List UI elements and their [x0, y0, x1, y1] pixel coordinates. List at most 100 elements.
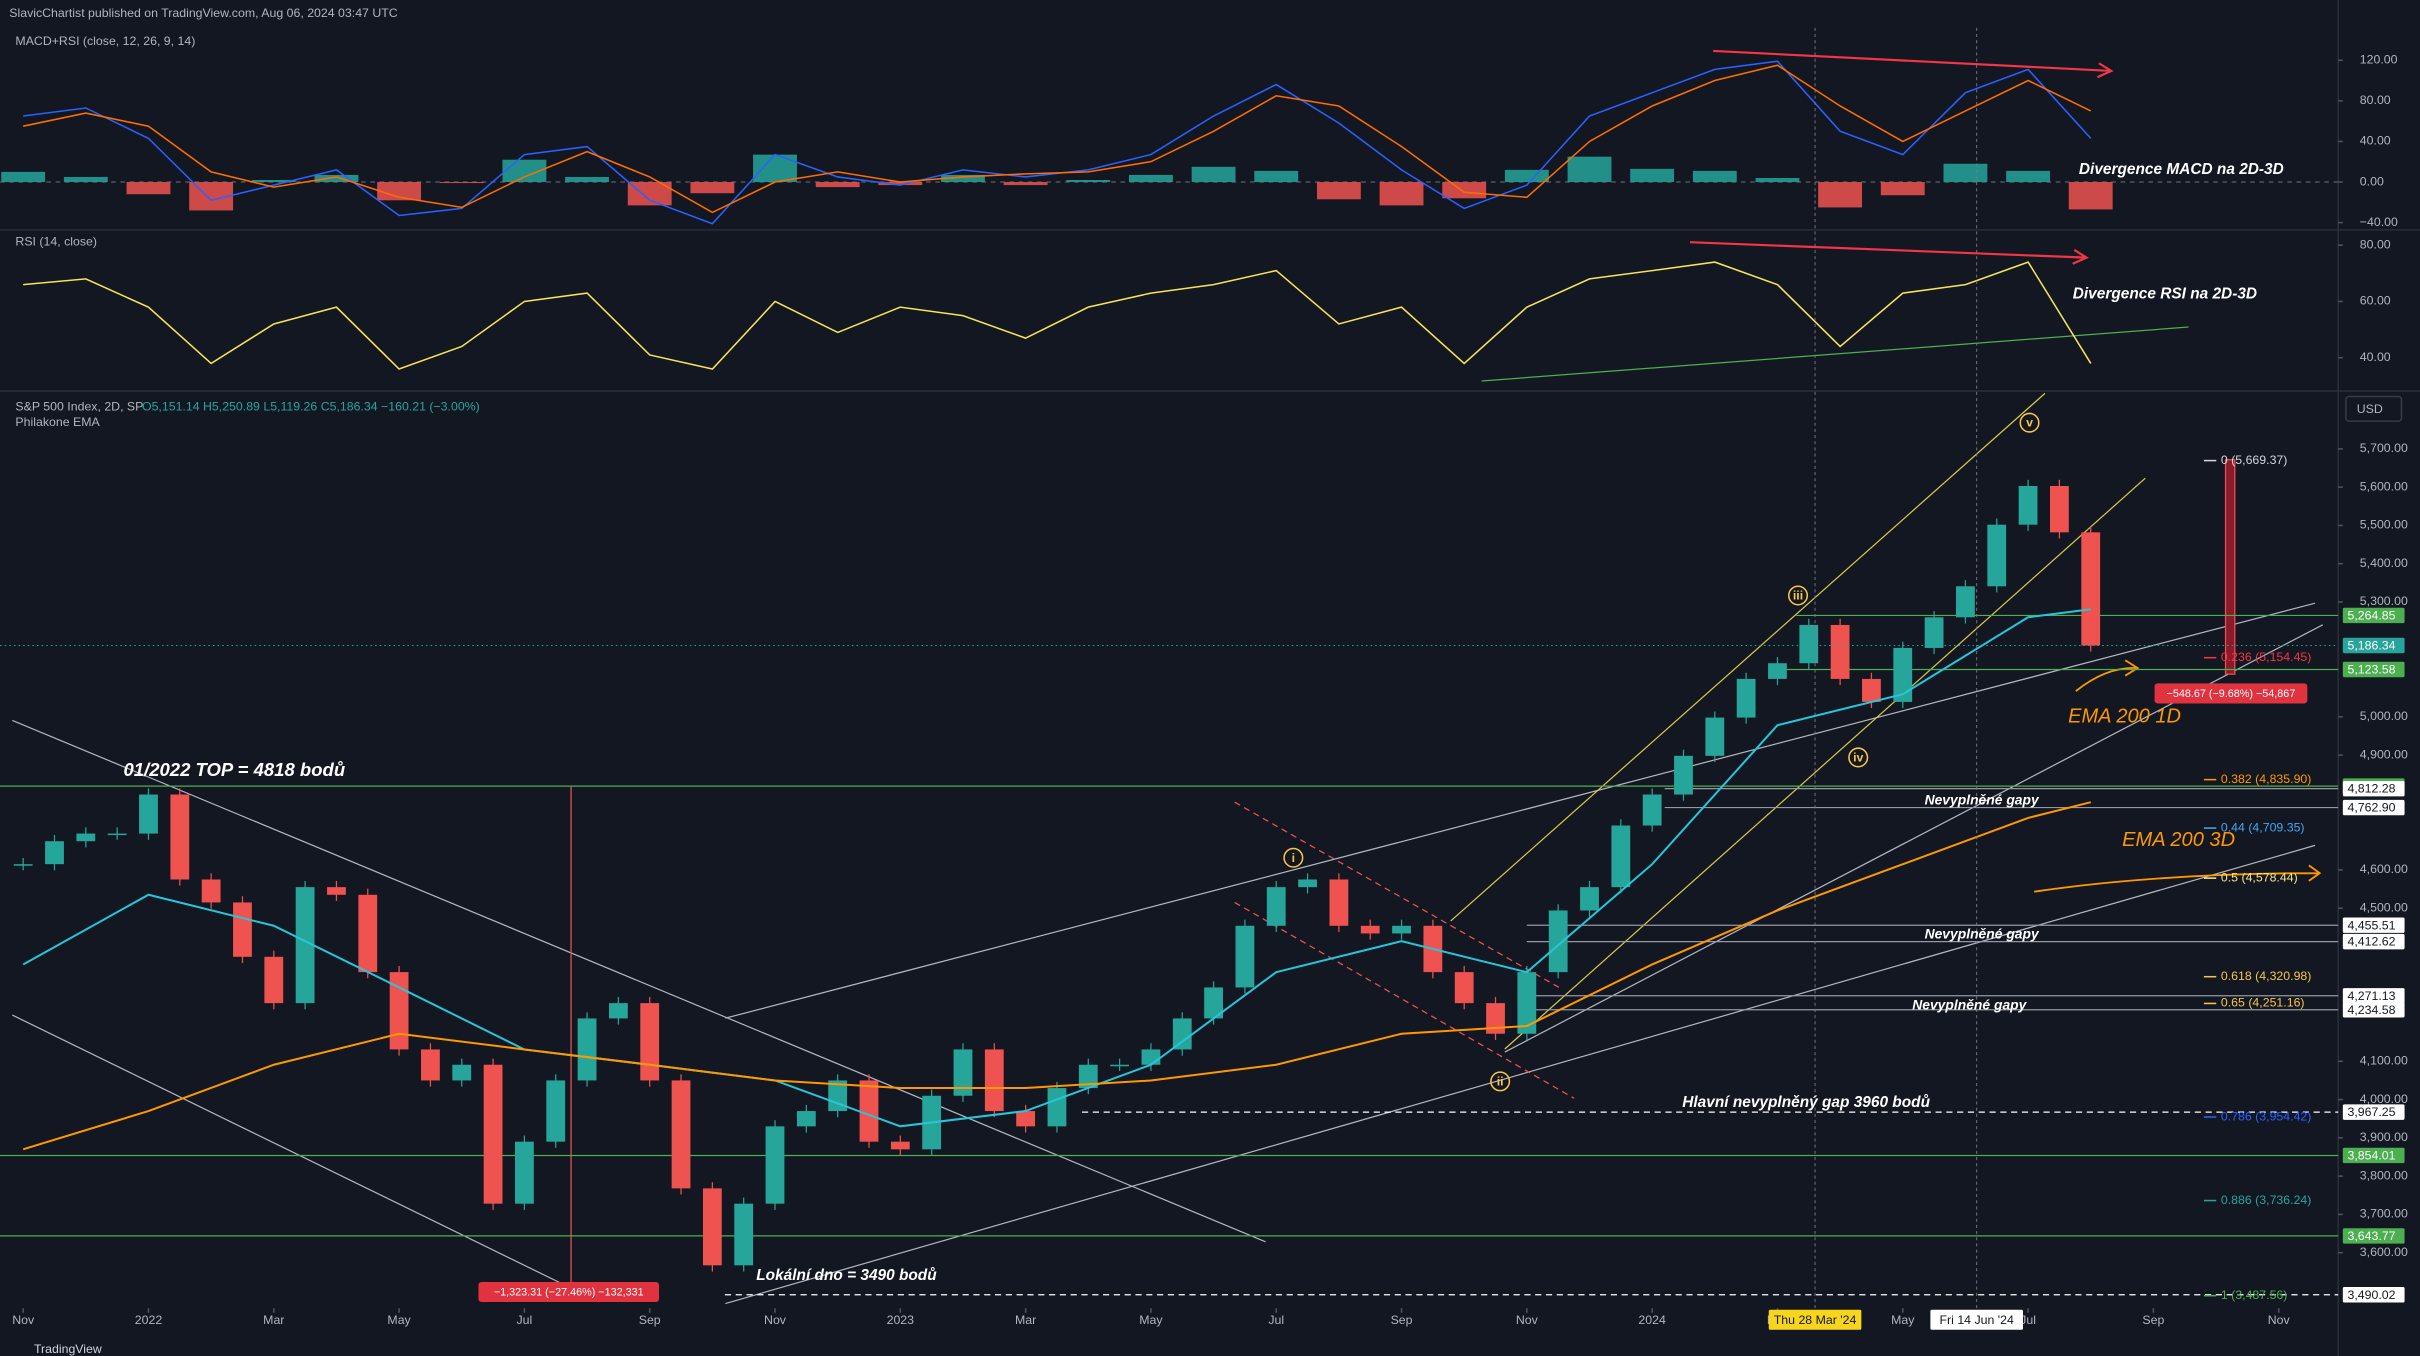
- y-tick-label: 4,100.00: [2360, 1054, 2408, 1068]
- level-label: 3,854.01: [2347, 1148, 2395, 1162]
- candle: [702, 1188, 722, 1266]
- divergence-arrow: [1713, 49, 2114, 79]
- candle: [1768, 663, 1787, 679]
- y-tick-label: 3,600.00: [2360, 1245, 2408, 1259]
- histogram-bar: [1, 171, 46, 183]
- x-tick-label: Jul: [1268, 1313, 1284, 1327]
- candle: [1736, 678, 1756, 718]
- x-tick-label: Jul: [2020, 1313, 2036, 1327]
- fib-label: 0.65 (4,251.16): [2221, 996, 2305, 1010]
- level-box: [2342, 1287, 2405, 1303]
- y-tick-label: 5,300.00: [2360, 594, 2408, 608]
- marks: 120.00 80.00 40.00 0.00 −40.00 80.00 60.00 40.0…: [0, 27, 2408, 1330]
- wave-label: iv: [1853, 750, 1863, 764]
- last-price-label: 5,186.34: [2347, 639, 2395, 653]
- candle: [890, 1141, 910, 1150]
- level-label: 3,490.02: [2347, 1288, 2395, 1302]
- level-label: 5,264.85: [2347, 608, 2395, 622]
- level-label: 4,762.90: [2347, 801, 2395, 815]
- level-box: [2342, 1228, 2405, 1244]
- level-label: 4,271.13: [2347, 989, 2395, 1003]
- y-tick-label: 3,900.00: [2360, 1130, 2408, 1144]
- x-tick-label: Jul: [517, 1313, 533, 1327]
- candle: [295, 887, 315, 1004]
- series-line: [22, 64, 2092, 214]
- candle: [828, 1080, 848, 1112]
- y-tick-label: 4,900.00: [2360, 747, 2408, 761]
- candle: [1548, 910, 1568, 973]
- histogram-bar: [1567, 156, 1612, 183]
- date-marker-label: Fri 14 Jun '24: [1940, 1313, 2014, 1327]
- x-tick-label: May: [1139, 1313, 1163, 1327]
- channel-line: [1450, 392, 2046, 922]
- histogram-bar: [314, 174, 359, 183]
- histogram-bar: [1880, 182, 1925, 196]
- annotation: Nevyplněné gapy: [1925, 926, 2040, 942]
- histogram-bar: [377, 182, 422, 201]
- candle: [1486, 1003, 1505, 1034]
- candle: [546, 1080, 566, 1142]
- channel-line: [1234, 801, 1560, 988]
- candle: [358, 894, 378, 973]
- series-line: [22, 801, 2092, 1151]
- support-line: [1481, 326, 2189, 382]
- level-box: [2342, 1104, 2405, 1120]
- level-box: [2342, 917, 2405, 933]
- candle: [1078, 1064, 1098, 1089]
- candle: [608, 1003, 628, 1019]
- fib-label: 0.786 (3,954.42): [2221, 1109, 2312, 1123]
- trend-line: [725, 844, 2316, 1305]
- candle: [1298, 879, 1317, 888]
- annotation: Nevyplněné gapy: [1912, 996, 2027, 1012]
- annotation: Divergence RSI na 2D-3D: [2073, 286, 2257, 303]
- histogram-bar: [1379, 182, 1424, 206]
- macd-title: MACD+RSI (close, 12, 26, 9, 14): [15, 34, 195, 48]
- candle: [1956, 586, 1975, 618]
- y-tick-label: 40.00: [2360, 350, 2391, 364]
- histogram-bar: [1316, 182, 1361, 200]
- fib-label: 0.382 (4,835.90): [2221, 772, 2312, 786]
- histogram-bar: [439, 182, 484, 184]
- candle: [1674, 755, 1693, 795]
- y-tick-label: −40.00: [2360, 215, 2398, 229]
- histogram-bar: [753, 154, 797, 183]
- x-tick-label: 2023: [887, 1313, 915, 1327]
- wave-circle: [2019, 412, 2040, 433]
- candle: [1705, 717, 1725, 756]
- y-tick-label: 5,600.00: [2360, 479, 2408, 493]
- candle: [107, 833, 127, 836]
- histogram-bar: [941, 174, 985, 183]
- candle: [264, 956, 284, 1004]
- candle: [1141, 1049, 1161, 1065]
- histogram-bar: [1254, 170, 1299, 183]
- level-box: [2342, 1002, 2405, 1018]
- wave-label: i: [1292, 851, 1295, 865]
- candle: [1172, 1018, 1192, 1050]
- annotation: 01/2022 TOP = 4818 bodů: [123, 759, 345, 780]
- x-tick-label: Nov: [1516, 1313, 1539, 1327]
- last-price-box: [2342, 637, 2405, 654]
- candle: [515, 1141, 534, 1204]
- x-tick-label: Nov: [12, 1313, 35, 1327]
- candle: [1987, 524, 2007, 587]
- candle: [2018, 486, 2038, 525]
- currency-box[interactable]: [2345, 395, 2403, 422]
- histogram-bar: [126, 182, 171, 195]
- divergence-arrow: [1689, 241, 2089, 265]
- y-tick-label: 5,700.00: [2360, 441, 2408, 455]
- date-marker-label: Thu 28 Mar '24: [1774, 1313, 1857, 1327]
- candle: [1360, 925, 1380, 934]
- measure-range: [2224, 459, 2236, 675]
- level-label: 5,123.58: [2347, 663, 2395, 677]
- x-tick-label: May: [1891, 1313, 1915, 1327]
- histogram-bar: [1129, 174, 1173, 183]
- x-tick-label: 2022: [135, 1313, 163, 1327]
- histogram-bar: [1191, 166, 1236, 183]
- date-marker-box: [1930, 1309, 2023, 1330]
- x-tick-label: Sep: [639, 1313, 661, 1327]
- histogram-bar: [1003, 182, 1048, 186]
- candle: [2049, 486, 2069, 533]
- candle: [984, 1049, 1004, 1112]
- wave-markers: [1283, 412, 2040, 1092]
